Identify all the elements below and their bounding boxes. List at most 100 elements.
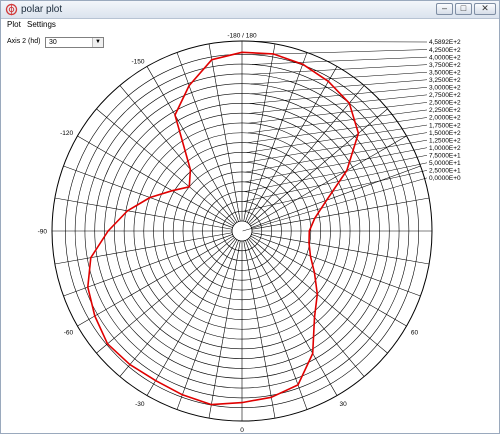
- series-point: [211, 58, 213, 61]
- polar-plot-canvas: 4,5892E+24,2500E+24,0000E+23,7500E+23,50…: [38, 32, 461, 433]
- radial-tick-label: 7,5000E+1: [429, 152, 461, 159]
- series-point: [107, 230, 109, 232]
- series-point: [94, 315, 96, 317]
- grid-spoke: [245, 52, 308, 222]
- grid-spoke: [208, 240, 241, 419]
- angle-label: -30: [135, 401, 145, 408]
- grid-spoke: [249, 237, 388, 354]
- series-point: [154, 379, 157, 382]
- angle-label: 60: [411, 330, 419, 337]
- series-point: [241, 51, 243, 54]
- window-title: polar plot: [21, 4, 63, 15]
- maximize-button[interactable]: □: [455, 3, 472, 15]
- grid-spoke: [77, 235, 234, 327]
- angle-label: -60: [64, 330, 74, 337]
- series-point: [189, 168, 192, 171]
- series-point: [106, 343, 109, 345]
- grid-spoke: [246, 239, 338, 396]
- radial-tick-leader: [245, 139, 428, 173]
- radial-tick-leader: [247, 117, 428, 143]
- radial-tick-label: 4,0000E+2: [429, 54, 461, 61]
- radial-tick-leader: [250, 71, 428, 85]
- series-point: [181, 394, 184, 396]
- minimize-icon: –: [441, 3, 447, 13]
- radial-tick-leader: [249, 94, 428, 114]
- angle-label: 30: [340, 401, 348, 408]
- angle-label: 0: [240, 427, 244, 433]
- series-point: [327, 80, 330, 83]
- title-bar[interactable]: polar plot – □ ✕: [1, 1, 499, 19]
- close-button[interactable]: ✕: [474, 3, 496, 15]
- series-point: [188, 186, 190, 188]
- radial-tick-label: 0,0000E+0: [429, 175, 461, 182]
- axis2-value: 30: [49, 39, 57, 46]
- radial-tick-label: 1,5000E+2: [429, 130, 461, 137]
- series-point: [241, 401, 243, 404]
- series-point: [314, 217, 316, 219]
- radial-tick-leader: [250, 79, 428, 95]
- menu-plot[interactable]: Plot: [7, 20, 21, 29]
- angle-label: -90: [38, 228, 48, 235]
- radial-tick-label: 2,2500E+2: [429, 107, 461, 114]
- series-point: [313, 272, 316, 274]
- chevron-down-icon[interactable]: ▼: [92, 38, 103, 47]
- axis2-select[interactable]: 30 ▼: [45, 37, 104, 48]
- radial-tick-leader: [246, 132, 428, 163]
- radial-tick-leader: [242, 177, 428, 232]
- grid-spoke: [245, 240, 308, 410]
- series-point: [302, 63, 304, 65]
- grid-spoke: [248, 85, 365, 224]
- radial-tick-label: 1,0000E+2: [429, 145, 461, 152]
- series-point: [174, 114, 176, 116]
- series-point: [272, 53, 274, 55]
- radial-tick-label: 1,2500E+2: [429, 137, 461, 144]
- grid-spoke: [96, 237, 235, 354]
- radial-tick-label: 1,7500E+2: [429, 122, 461, 129]
- close-icon: ✕: [481, 3, 489, 13]
- grid-spoke: [250, 235, 407, 327]
- grid-spoke: [246, 66, 338, 223]
- grid-spoke: [119, 238, 236, 377]
- grid-spoke: [146, 239, 238, 396]
- grid-spoke: [176, 52, 239, 222]
- grid-spoke: [146, 66, 238, 223]
- series-point: [297, 384, 299, 386]
- radial-tick-leader: [247, 109, 428, 134]
- minimize-button[interactable]: –: [436, 3, 453, 15]
- series-point: [270, 396, 273, 398]
- series-point: [316, 293, 318, 295]
- radial-tick-leader: [248, 102, 428, 124]
- radial-tick-label: 2,7500E+2: [429, 92, 461, 99]
- radial-tick-leader: [252, 56, 428, 65]
- radial-tick-leader: [252, 49, 428, 55]
- grid-spoke: [251, 234, 421, 297]
- radial-tick-label: 4,2500E+2: [429, 47, 461, 54]
- series-point: [309, 255, 312, 257]
- grid-spoke: [54, 232, 233, 265]
- grid-circle-center: [231, 220, 253, 242]
- angle-label: -150: [131, 58, 144, 65]
- series-point: [311, 352, 314, 355]
- grid-spoke: [243, 240, 276, 419]
- grid-spoke: [249, 108, 388, 225]
- series-point: [308, 230, 310, 232]
- radial-tick-leader: [244, 147, 428, 183]
- radial-tick-leader: [243, 162, 428, 202]
- radial-tick-label: 2,5000E+1: [429, 168, 461, 175]
- series-point: [87, 286, 89, 288]
- grid-spoke: [208, 43, 241, 222]
- radial-tick-leader: [243, 170, 428, 212]
- menu-settings[interactable]: Settings: [27, 20, 56, 29]
- radial-tick-leader: [251, 64, 428, 75]
- angle-label: -120: [60, 130, 73, 137]
- menu-bar: Plot Settings: [1, 19, 499, 31]
- grid-spoke: [176, 240, 239, 410]
- series-point: [149, 196, 151, 199]
- grid-spoke: [96, 108, 235, 225]
- angle-label: -180 / 180: [227, 32, 257, 39]
- grid-spoke: [63, 165, 233, 228]
- series-point: [171, 189, 173, 192]
- series-point: [210, 403, 213, 406]
- grid-spoke: [119, 85, 236, 224]
- series-curve: [87, 51, 360, 406]
